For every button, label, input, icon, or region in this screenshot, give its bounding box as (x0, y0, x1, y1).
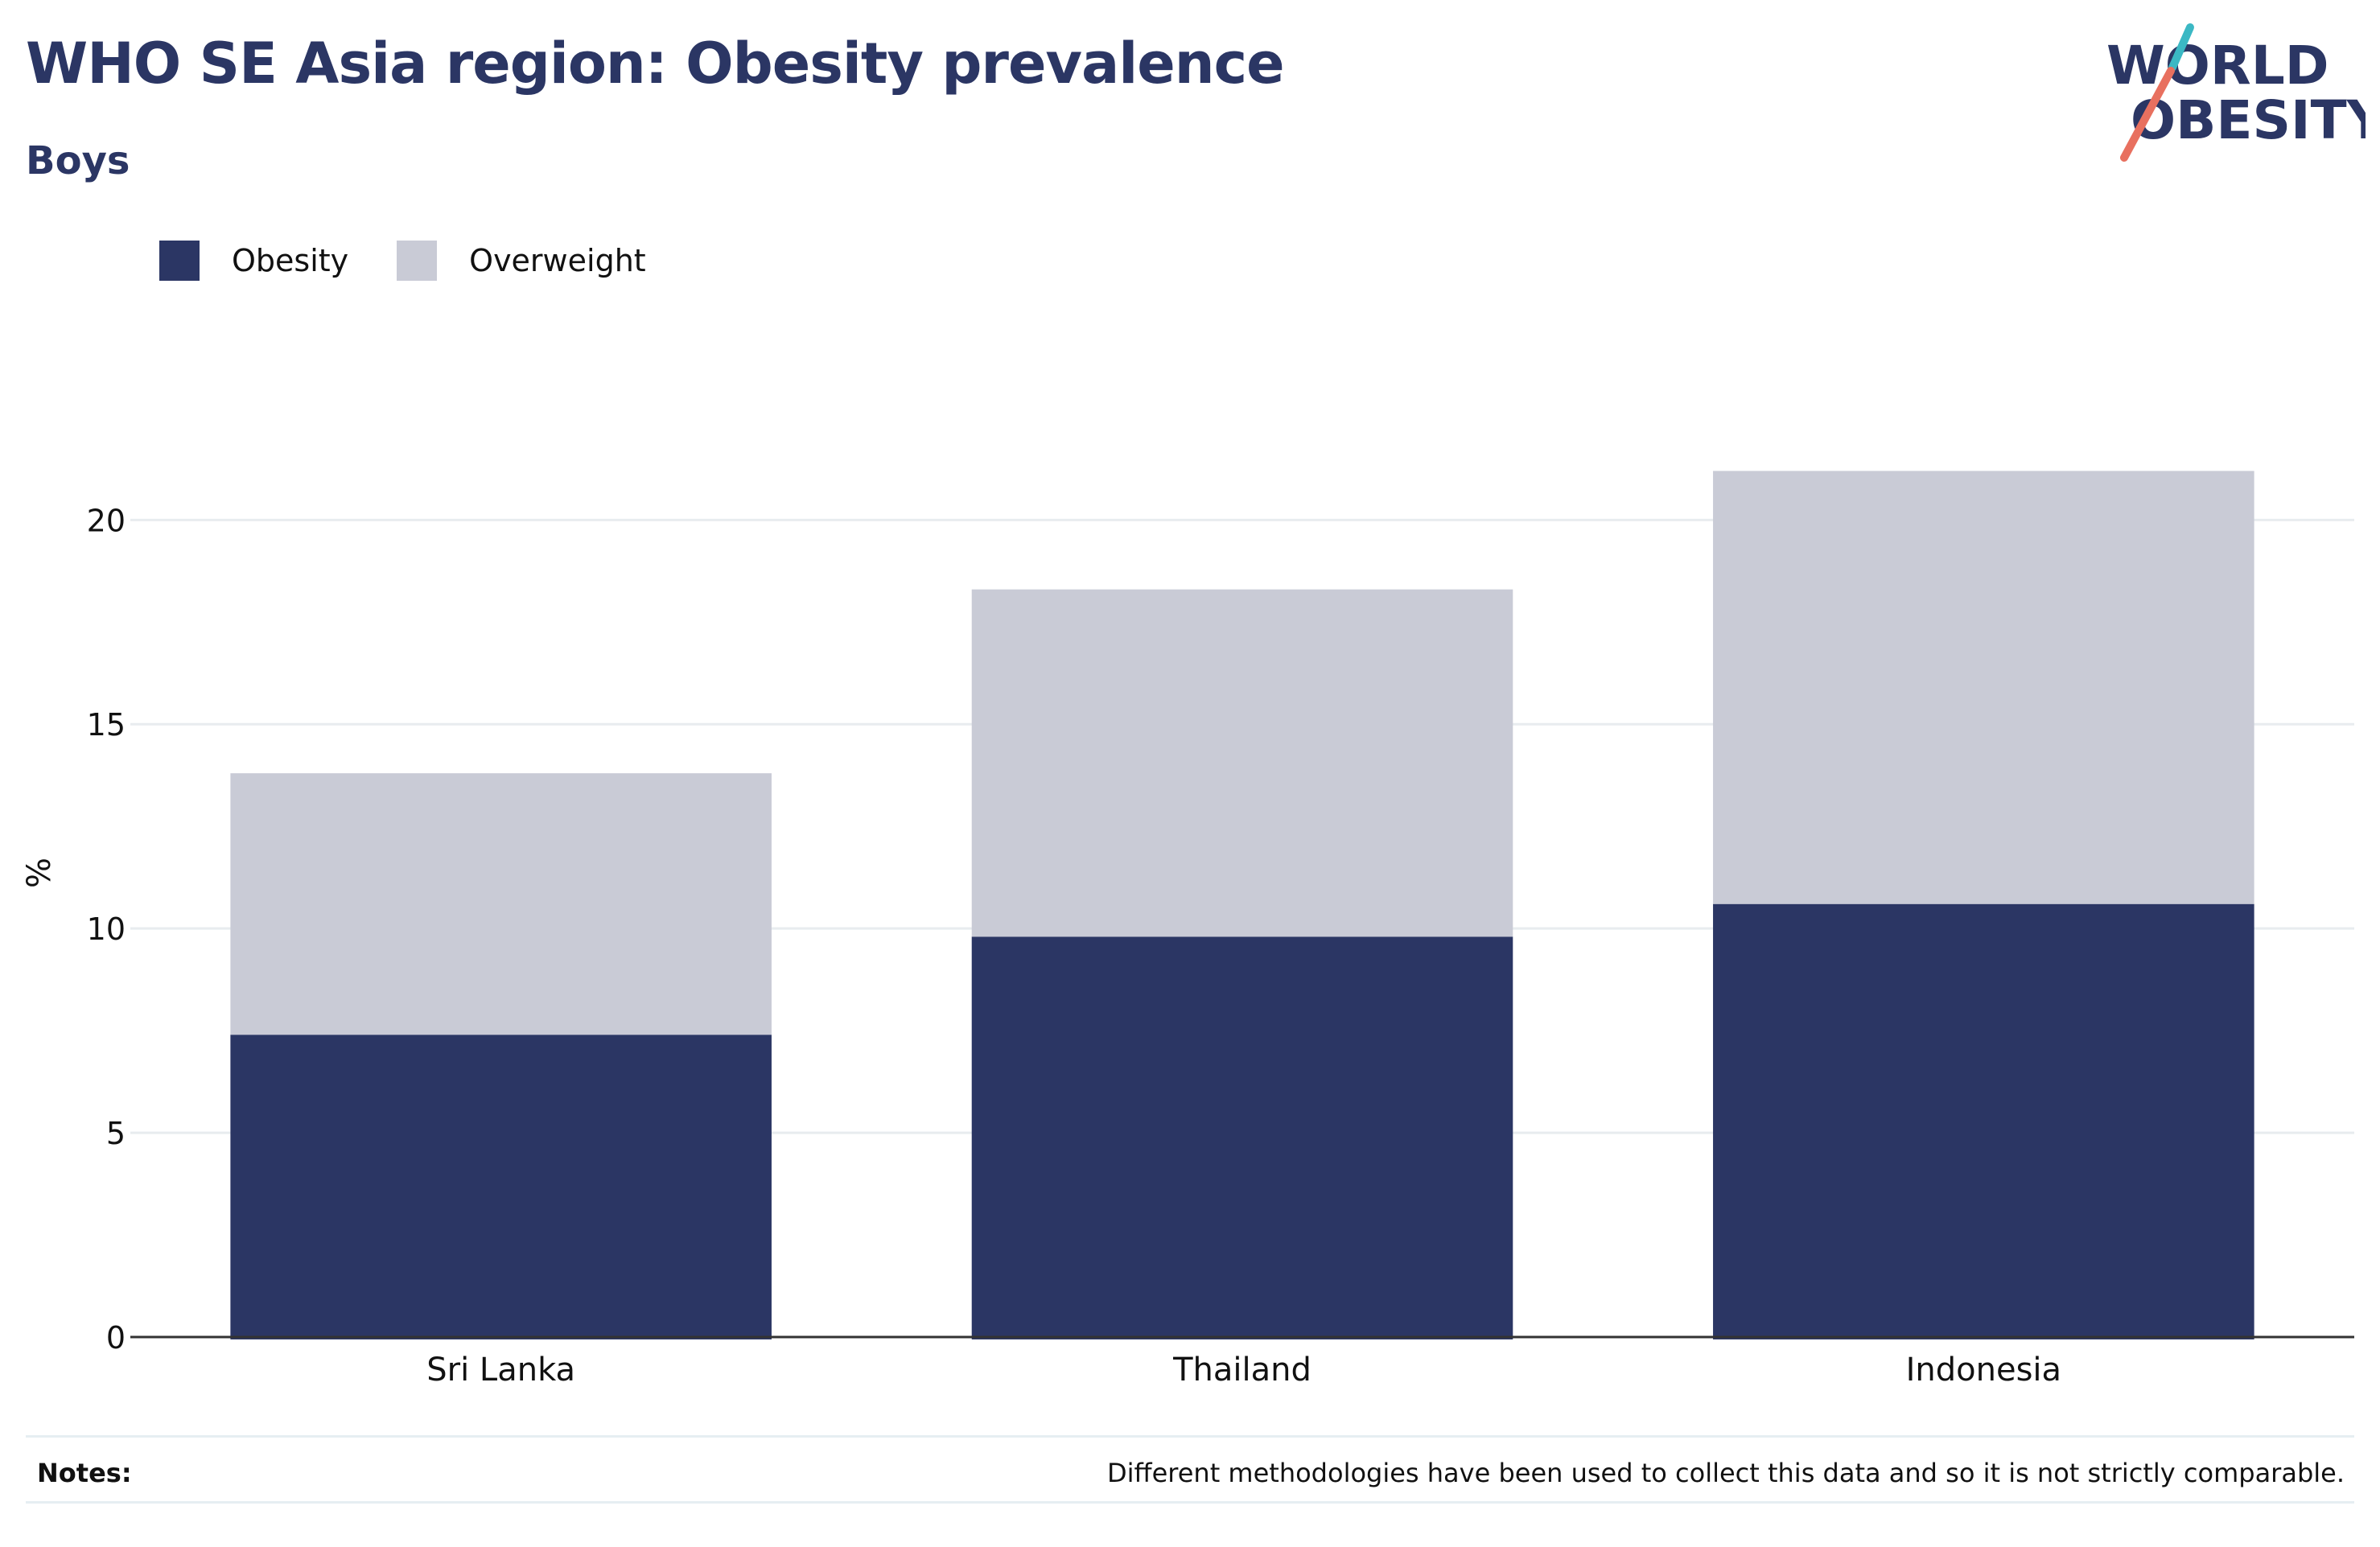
bar-overweight-indonesia (1713, 471, 2254, 904)
logo-text-line1: WORLD (2106, 35, 2329, 97)
logo-slash-top (2168, 23, 2194, 72)
bar-obesity-sri-lanka (230, 1035, 772, 1339)
stacked-bar-chart: 0 5 10 15 20% Sri Lanka Thailand Indonesia (21, 471, 2354, 1389)
logo-text-line2: OBESITY (2131, 89, 2366, 151)
notes-top-divider (26, 1435, 2354, 1438)
bar-overweight-sri-lanka (230, 773, 772, 1035)
legend-item-obesity[interactable]: Obesity (159, 241, 348, 281)
y-tick-label-10: 10 (87, 911, 126, 947)
notes-bottom-divider (26, 1501, 2354, 1504)
legend-item-overweight[interactable]: Overweight (397, 241, 646, 281)
y-tick-label-20: 20 (87, 503, 126, 538)
chart-title: WHO SE Asia region: Obesity prevalence (26, 31, 1285, 97)
y-tick-label-5: 5 (106, 1116, 126, 1151)
y-tick-label-15: 15 (87, 707, 126, 743)
chart-subtitle: Boys (26, 138, 130, 183)
x-tick-label-indonesia: Indonesia (1906, 1352, 2061, 1389)
world-obesity-logo: WORLD OBESITY (2106, 23, 2366, 162)
bar-obesity-thailand (971, 936, 1513, 1339)
x-tick-label-thailand: Thailand (1172, 1352, 1311, 1389)
chart-legend: Obesity Overweight (159, 238, 694, 283)
notes-label: Notes: (37, 1458, 132, 1488)
legend-swatch-obesity (159, 241, 200, 281)
logo-slash-bottom (2120, 67, 2175, 162)
bar-obesity-indonesia (1713, 903, 2254, 1339)
notes-text: Different methodologies have been used t… (1107, 1458, 2345, 1488)
legend-label-obesity: Obesity (232, 243, 349, 278)
bar-overweight-thailand (971, 589, 1513, 937)
legend-swatch-overweight (397, 241, 438, 281)
legend-label-overweight: Overweight (469, 243, 646, 278)
y-axis-label: % (21, 858, 58, 888)
x-tick-label-sri-lanka: Sri Lanka (426, 1352, 575, 1389)
y-tick-label-0: 0 (106, 1320, 126, 1356)
